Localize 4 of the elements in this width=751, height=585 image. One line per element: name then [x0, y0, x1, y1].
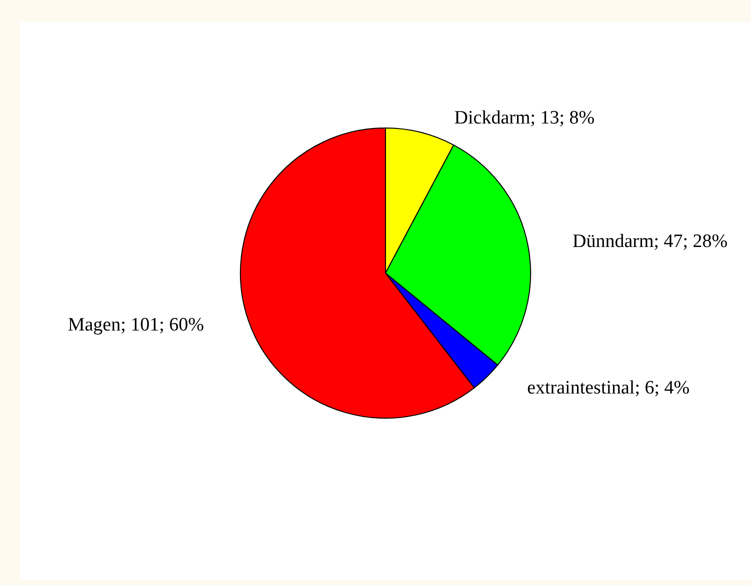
slice-label: Dickdarm; 13; 8%	[454, 107, 595, 128]
slice-label: Magen; 101; 60%	[68, 314, 204, 336]
slice-label: Dünndarm; 47; 28%	[572, 231, 728, 252]
slice-label: extraintestinal; 6; 4%	[527, 377, 690, 398]
